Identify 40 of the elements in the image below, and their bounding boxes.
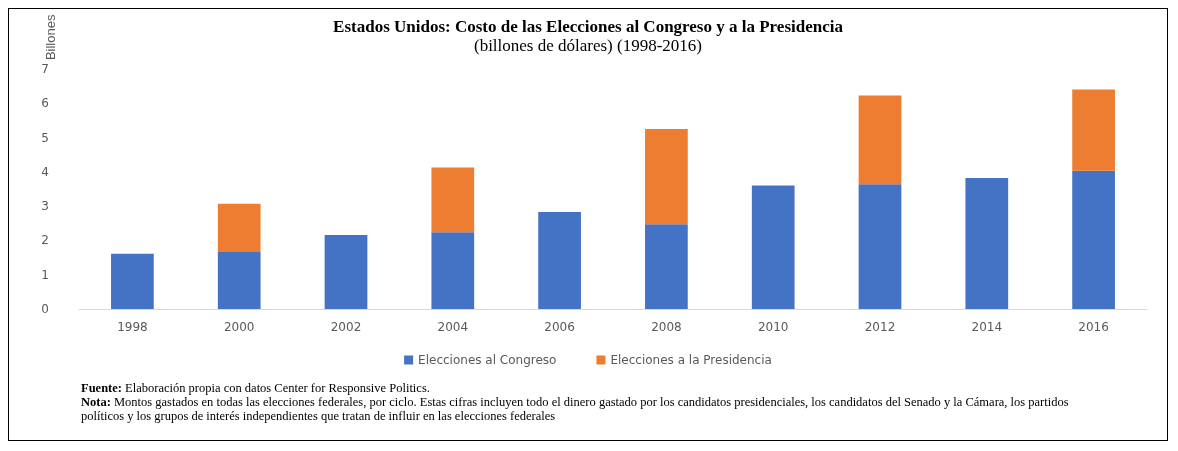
bar — [1072, 170, 1115, 309]
x-tick-label: 2010 — [757, 320, 789, 334]
chart-title: Estados Unidos: Costo de las Elecciones al Congreso y a la Presidencia — [333, 17, 844, 36]
x-tick-label: 2004 — [437, 320, 469, 334]
y-tick-label: 1 — [41, 267, 49, 282]
bar — [217, 203, 261, 253]
y-tick-label: 7 — [41, 62, 49, 76]
bar — [858, 184, 902, 309]
y-tick-label: 5 — [41, 130, 49, 145]
x-tick-label: 2012 — [864, 320, 896, 334]
x-tick-label: 1998 — [117, 320, 148, 334]
bar — [645, 224, 688, 309]
bar — [324, 234, 368, 309]
bar — [645, 129, 688, 225]
x-tick-label: 2014 — [971, 320, 1003, 334]
legend-label: Elecciones a la Presidencia — [610, 353, 772, 367]
x-tick-label: 2008 — [651, 320, 682, 334]
y-tick-label: 4 — [41, 164, 49, 179]
x-tick-label: 2016 — [1078, 320, 1109, 334]
bar — [431, 232, 475, 309]
source-note: Fuente: Elaboración propia con datos Center for Responsive Politics. — [81, 381, 431, 395]
x-tick-label: 2006 — [544, 320, 575, 334]
y-tick-label: 2 — [41, 233, 49, 248]
text: Nota: Montos gastados en todas las elecciones federales, por ciclo. Estas cifras incluyen todo el dinero gastado por los candidatos presidenciales, los candidatos del Senado y la Cámara, los partidos políticos y los grupos de interés independientes que tratan de influir en las elecciones federales — [81, 395, 1070, 423]
y-axis-title: Billones — [43, 14, 58, 61]
bar — [1072, 89, 1115, 171]
bar — [858, 95, 902, 185]
y-tick-label: 6 — [41, 96, 49, 111]
bar — [431, 167, 475, 233]
bar — [111, 253, 154, 309]
legend-label: Elecciones al Congreso — [418, 353, 557, 367]
chart-subtitle: (billones de dólares) (1998-2016) — [473, 36, 703, 55]
x-tick-label: 2000 — [223, 320, 255, 334]
bar — [217, 252, 261, 309]
bar — [538, 211, 581, 309]
y-tick-label: 3 — [41, 199, 49, 214]
bar — [751, 185, 795, 309]
bar — [965, 178, 1009, 309]
y-tick-label: 0 — [41, 302, 49, 316]
x-tick-label: 2002 — [330, 320, 362, 334]
